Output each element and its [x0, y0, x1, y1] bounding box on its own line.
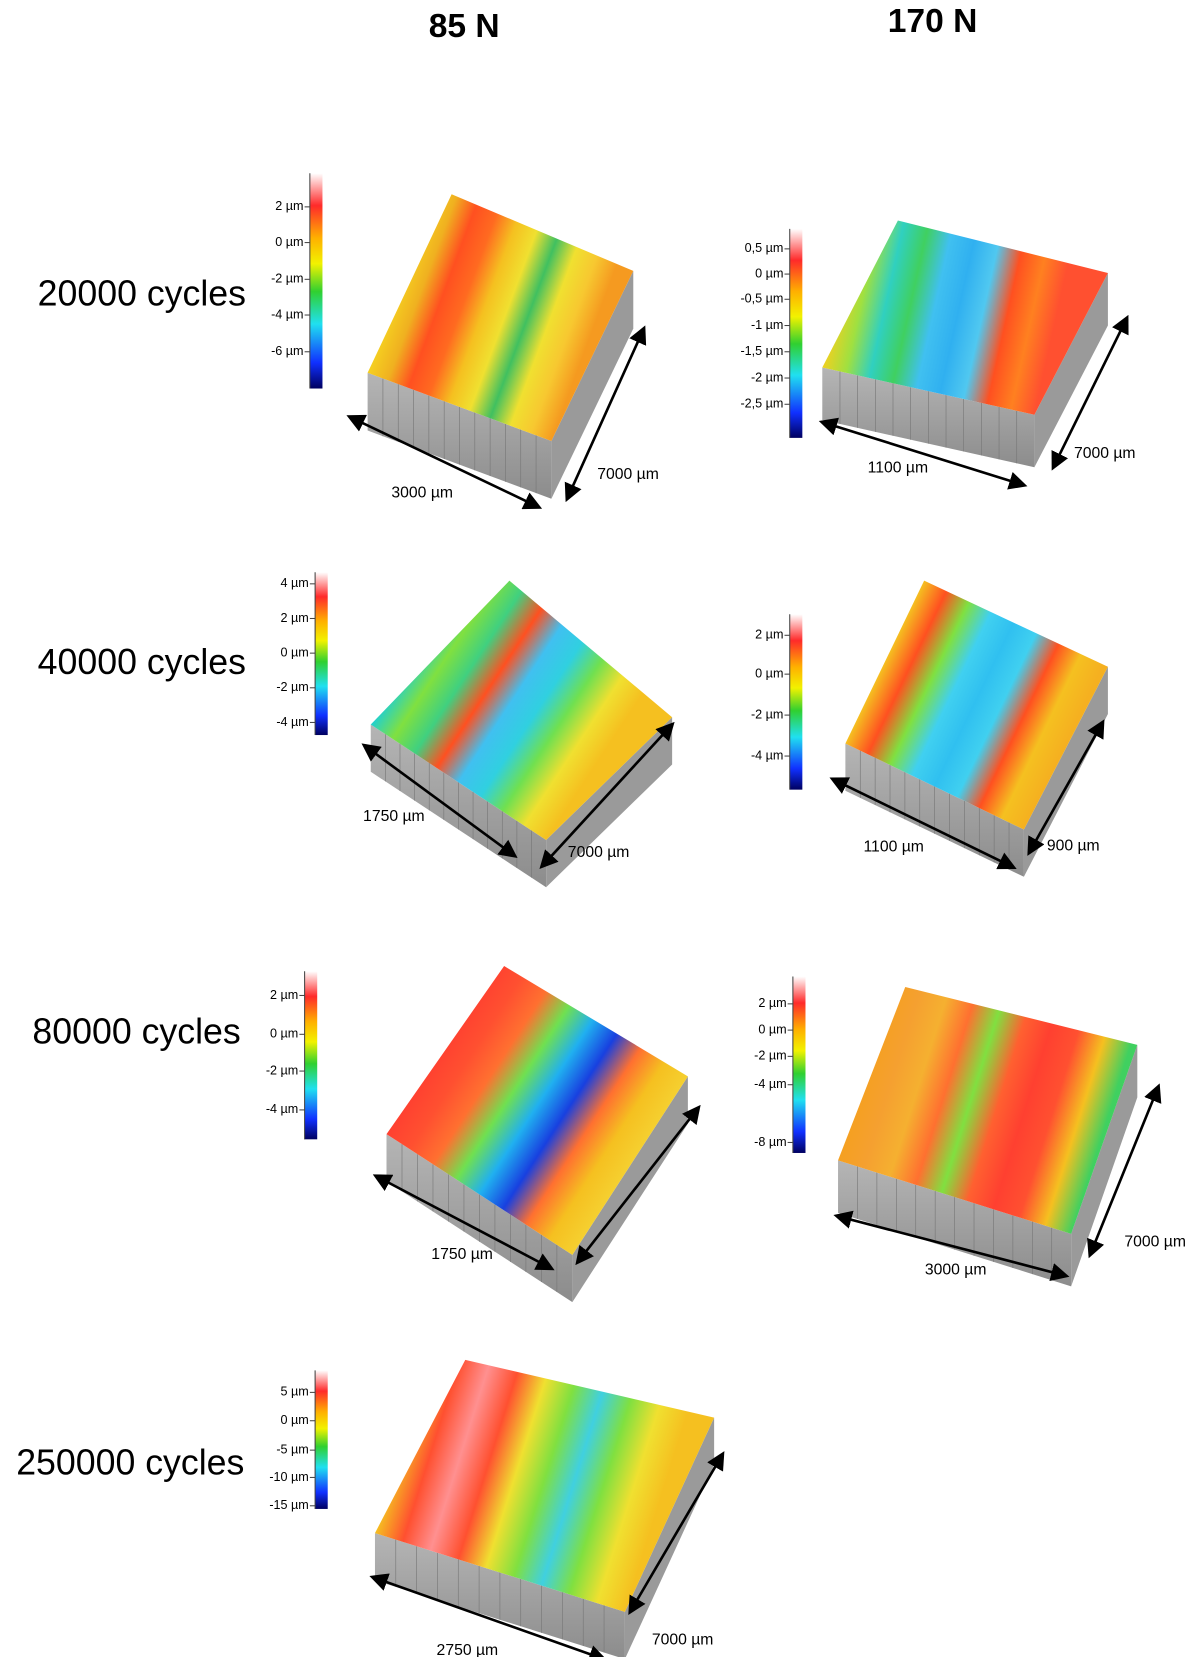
row-label: 20000 cycles	[38, 274, 246, 314]
colorbar-tick-label: 2 µm	[275, 199, 303, 213]
colorbar-tick-label: -2 µm	[751, 707, 783, 721]
colorbar-tick-label: 2 µm	[758, 996, 786, 1010]
row-label: 250000 cycles	[16, 1442, 244, 1482]
dimension-arrow	[829, 777, 1017, 870]
colorbar-tick-label: 0 µm	[281, 645, 309, 659]
length-label: 900 µm	[1047, 838, 1100, 855]
colorbar-tick-label: 0 µm	[270, 1027, 298, 1041]
length-label: 7000 µm	[652, 1631, 714, 1648]
colorbar	[304, 971, 318, 1140]
dimension-arrow	[346, 414, 543, 510]
colorbar-tick-label: 4 µm	[281, 576, 309, 590]
colorbar-tick-label: -2 µm	[266, 1063, 298, 1077]
length-label: 7000 µm	[1124, 1233, 1186, 1250]
colorbar-tick-label: -10 µm	[269, 1470, 308, 1484]
surface-top	[838, 987, 1138, 1234]
dimension-arrow	[1027, 719, 1105, 856]
length-label: 7000 µm	[597, 466, 659, 483]
width-label: 1750 µm	[431, 1246, 493, 1263]
colorbar-tick-label: 2 µm	[281, 611, 309, 625]
colorbar-tick-label: -5 µm	[276, 1442, 308, 1456]
width-label: 2750 µm	[437, 1642, 499, 1657]
colorbar-tick-label: -2 µm	[271, 272, 303, 286]
surface-panel: 4 µm 2 µm 0 µm -2 µm -4 µm 1750 µm 7000 µm	[276, 572, 675, 888]
colorbar	[315, 572, 328, 736]
dimension-arrow	[564, 325, 647, 503]
colorbar-tick-label: -8 µm	[754, 1135, 786, 1149]
colorbar-tick-label: -1,5 µm	[740, 344, 783, 358]
surface-top	[822, 220, 1108, 415]
dimension-arrow	[575, 1104, 701, 1266]
row-label: 40000 cycles	[38, 642, 246, 682]
dimension-arrow	[369, 1573, 608, 1657]
colorbar	[309, 173, 323, 389]
width-label: 1750 µm	[363, 808, 425, 825]
colorbar-tick-label: 0 µm	[275, 235, 303, 249]
width-label: 1100 µm	[863, 839, 923, 856]
dimension-arrow	[833, 1210, 1070, 1281]
colorbar-tick-label: -15 µm	[269, 1498, 308, 1512]
dimension-arrow	[1051, 314, 1129, 471]
colorbar-tick-label: 0,5 µm	[745, 241, 784, 255]
colorbar-tick-label: 0 µm	[281, 1413, 309, 1427]
column-title: 170 N	[888, 3, 978, 40]
dimension-arrow	[628, 1451, 725, 1616]
surface-panel: 0,5 µm 0 µm -0,5 µm -1 µm -1,5 µm -2 µm -2,5 µ…	[740, 220, 1136, 490]
row-label: 80000 cycles	[32, 1012, 240, 1052]
length-label: 7000 µm	[568, 844, 630, 861]
colorbar-tick-label: -2 µm	[751, 370, 783, 384]
colorbar	[789, 228, 803, 438]
colorbar-tick-label: -4 µm	[276, 715, 308, 729]
colorbar-tick-label: -1 µm	[751, 318, 783, 332]
column-title: 85 N	[429, 8, 500, 45]
surface-panel: 5 µm 0 µm -5 µm -10 µm -15 µm 2750 µm 7000 µm	[269, 1359, 725, 1657]
colorbar-tick-label: 0 µm	[755, 266, 783, 280]
surface-panel: 2 µm 0 µm -2 µm -4 µm -8 µm 3000 µm 7000 µm	[754, 976, 1186, 1287]
length-label: 7000 µm	[1074, 445, 1136, 462]
width-label: 1100 µm	[868, 459, 928, 476]
surface-panel: 2 µm 0 µm -2 µm -4 µm 1100 µm 900 µm	[751, 580, 1108, 877]
colorbar-tick-label: -0,5 µm	[740, 292, 783, 306]
colorbar-tick-label: -4 µm	[266, 1102, 298, 1116]
colorbar	[792, 976, 806, 1153]
colorbar-tick-label: -4 µm	[271, 307, 303, 321]
surface-panel: 2 µm 0 µm -2 µm -4 µm -6 µm 3000 µm 7000 µm	[271, 173, 659, 510]
colorbar	[789, 614, 803, 790]
colorbar-tick-label: -4 µm	[751, 748, 783, 762]
dimension-arrow	[361, 743, 518, 858]
dimension-arrow	[539, 721, 675, 870]
colorbar-tick-label: 0 µm	[755, 666, 783, 680]
surface-top	[386, 966, 688, 1255]
dimension-arrow	[372, 1174, 555, 1271]
width-label: 3000 µm	[391, 485, 453, 502]
colorbar	[315, 1370, 328, 1509]
colorbar-tick-label: 5 µm	[281, 1385, 309, 1399]
dimension-arrow	[818, 417, 1028, 490]
colorbar-tick-label: 2 µm	[755, 628, 783, 642]
colorbar-tick-label: -2 µm	[276, 680, 308, 694]
colorbar-tick-label: -4 µm	[754, 1077, 786, 1091]
dimension-arrow	[1087, 1083, 1162, 1259]
colorbar-tick-label: -2 µm	[754, 1049, 786, 1063]
colorbar-tick-label: -2,5 µm	[740, 397, 783, 411]
colorbar-tick-label: 2 µm	[270, 988, 298, 1002]
colorbar-tick-label: 0 µm	[758, 1022, 786, 1036]
colorbar-tick-label: -6 µm	[271, 344, 303, 358]
width-label: 3000 µm	[925, 1262, 987, 1279]
surface-panel: 2 µm 0 µm -2 µm -4 µm 1750 µm	[266, 966, 701, 1303]
